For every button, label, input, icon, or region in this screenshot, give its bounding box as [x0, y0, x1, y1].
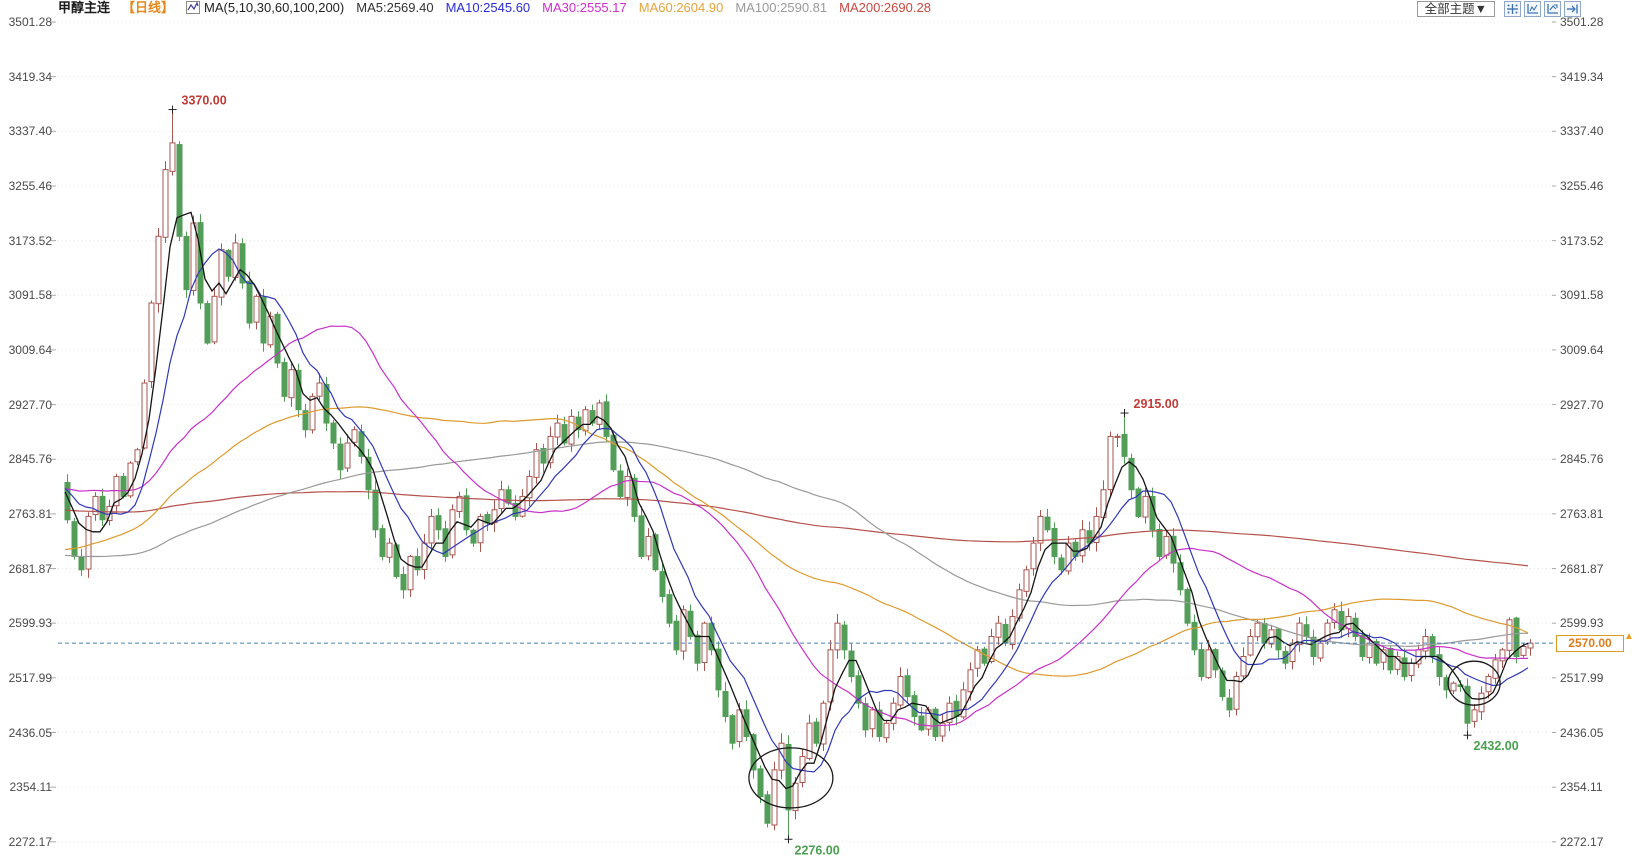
y-axis-tick-label: 3091.58: [1560, 288, 1604, 303]
ma30-value: MA30:2555.17: [542, 0, 627, 15]
y-axis-tick-label: 2681.87: [1560, 561, 1604, 576]
ma-settings-label: MA(5,10,30,60,100,200): [204, 0, 345, 15]
axis-scale-tool-button[interactable]: [1524, 1, 1541, 17]
chart-toolbar: 全部主题▼: [1416, 1, 1581, 18]
ma200-value: MA200:2690.28: [839, 0, 931, 15]
crosshair-tool-button[interactable]: [1504, 1, 1521, 17]
crosshair-icon: [1506, 3, 1519, 15]
ma5-value: MA5:2569.40: [356, 0, 434, 15]
y-axis-tick-label: 2845.76: [8, 452, 52, 467]
y-axis-tick-label: 2354.11: [9, 780, 53, 795]
y-axis-tick-label: 2599.93: [1560, 616, 1604, 631]
symbol-title: 甲醇主连: [58, 0, 111, 15]
y-axis-tick-label: 3337.40: [8, 124, 52, 139]
last-price-label: 2570.00: [1556, 634, 1624, 652]
y-axis-tick-label: 2845.76: [1560, 452, 1604, 467]
y-axis-tick-label: 3419.34: [1560, 69, 1604, 84]
y-axis-tick-label: 3009.64: [1560, 342, 1604, 357]
chart-header: 甲醇主连 【日线】 MA(5,10,30,60,100,200) MA5:2569.4…: [0, 0, 1639, 18]
chart-scale-tool-button[interactable]: [1544, 1, 1561, 17]
y-axis-tick-label: 2599.93: [8, 616, 52, 631]
period-label: 【日线】: [122, 0, 175, 15]
ma10-value: MA10:2545.60: [445, 0, 531, 15]
y-axis-tick-label: 2272.17: [1560, 834, 1604, 849]
y-axis-tick-label: 2517.99: [1560, 670, 1604, 685]
y-axis-tick-label: 3419.34: [8, 69, 52, 84]
ma60-value: MA60:2604.90: [638, 0, 724, 15]
y-axis-tick-label: 2272.17: [8, 834, 52, 849]
y-axis-tick-label: 3091.58: [8, 288, 52, 303]
y-axis-tick-label: 2763.81: [8, 506, 52, 521]
y-axis-tick-label: 3501.28: [8, 15, 52, 29]
low-price-marker: 2432.00: [1474, 739, 1519, 753]
themes-dropdown[interactable]: 全部主题▼: [1416, 1, 1495, 17]
y-axis-tick-label: 3173.52: [1560, 233, 1604, 248]
high-price-marker: 2915.00: [1134, 397, 1179, 411]
y-axis-tick-label: 3337.40: [1560, 124, 1604, 139]
y-axis-tick-label: 2517.99: [8, 670, 52, 685]
pan-right-icon: [1566, 3, 1579, 15]
ma100-value: MA100:2590.81: [735, 0, 828, 15]
indicator-chart-icon: [186, 1, 201, 17]
low-price-marker: 2276.00: [795, 843, 840, 857]
y-axis-tick-label: 2763.81: [1560, 506, 1604, 521]
y-axis-tick-label: 2354.11: [1560, 780, 1603, 795]
y-axis-tick-label: 2436.05: [8, 725, 52, 740]
y-axis-tick-label: 3255.46: [1560, 178, 1604, 193]
pan-right-tool-button[interactable]: [1564, 1, 1581, 17]
price-up-arrow-icon: ▲: [1624, 631, 1634, 643]
y-axis-tick-label: 3501.28: [1560, 15, 1604, 29]
y-axis-tick-label: 3255.46: [8, 178, 52, 193]
y-axis-tick-label: 3173.52: [8, 233, 52, 248]
chart-scale-icon: [1546, 3, 1559, 15]
y-axis-tick-label: 2927.70: [8, 397, 52, 412]
y-axis-tick-label: 2681.87: [8, 561, 52, 576]
y-axis-tick-label: 2436.05: [1560, 725, 1604, 740]
axis-scale-icon: [1526, 3, 1539, 15]
y-axis-tick-label: 2927.70: [1560, 397, 1604, 412]
high-price-marker: 3370.00: [182, 94, 227, 108]
y-axis-tick-label: 3009.64: [8, 342, 52, 357]
